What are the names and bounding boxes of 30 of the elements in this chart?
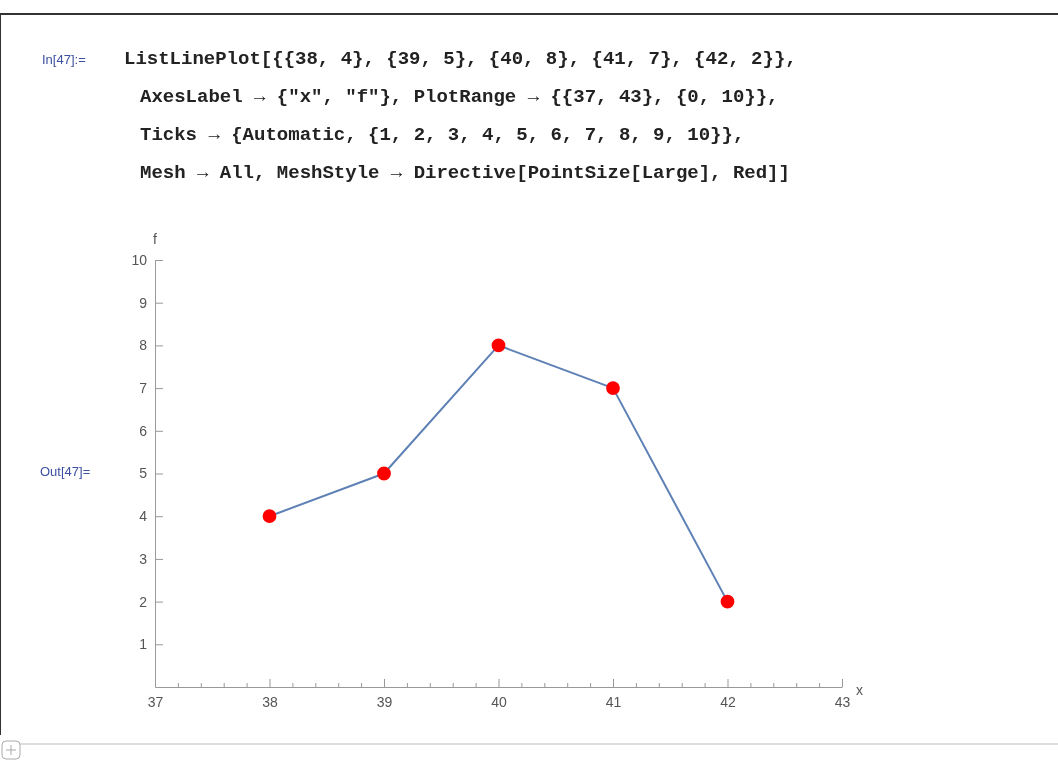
text: ListLinePlot[{{38, 4}, {39, 5}, {40, 8}, {41, 7}, {42, 2}}, [124, 48, 797, 70]
y-tick-label: 9 [139, 294, 148, 311]
point [262, 509, 277, 524]
text: Out[47]= [40, 464, 91, 479]
point [377, 466, 391, 481]
y-tick-label: 10 [131, 251, 148, 268]
y-tick-label: 2 [139, 593, 148, 610]
x-tick-label: 41 [605, 693, 622, 710]
x-tick-label: 40 [491, 693, 507, 710]
point [491, 338, 506, 353]
point [606, 381, 620, 395]
x-tick-label: 43 [834, 693, 851, 710]
y-tick-label: 7 [139, 380, 148, 397]
y-tick-label: 1 [139, 636, 148, 653]
y-axis-title: f [153, 231, 158, 247]
point [720, 594, 735, 609]
x-tick-label: 38 [262, 693, 278, 710]
text: Mesh → All, MeshStyle → Directive[PointSize[Large], Red]] [140, 162, 790, 184]
text: AxesLabel → {"x", "f"}, PlotRange → {{37, 43}, {0, 10}}, [140, 86, 779, 108]
y-tick-label: 3 [139, 550, 148, 567]
text: In[47]:= [42, 52, 86, 67]
y-tick-label: 5 [139, 465, 148, 482]
x-tick-label: 42 [720, 693, 736, 710]
y-tick-label: 4 [139, 508, 148, 525]
x-tick-label: 37 [147, 693, 164, 710]
y-tick-label: 6 [139, 422, 148, 439]
x-tick-label: 39 [376, 693, 393, 710]
x-axis-title: x [856, 682, 863, 698]
y-tick-label: 8 [139, 337, 148, 354]
text: Ticks → {Automatic, {1, 2, 3, 4, 5, 6, 7, 8, 9, 10}}, [140, 124, 745, 146]
